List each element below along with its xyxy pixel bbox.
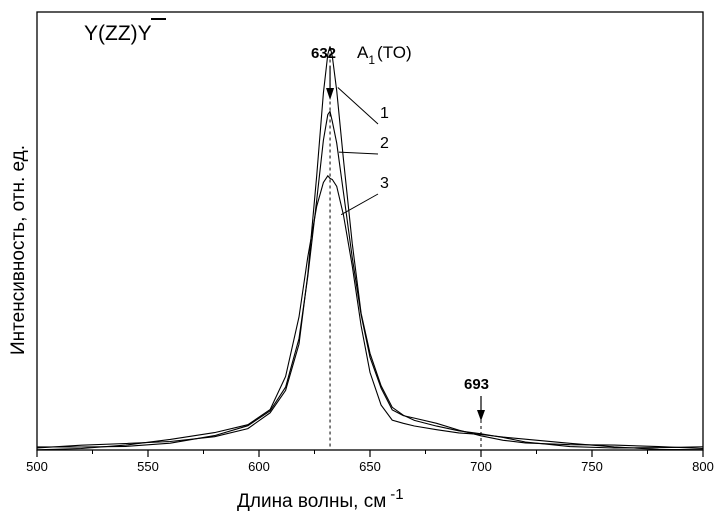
main-peak-arrow-head <box>326 88 335 100</box>
main-peak-arrow <box>326 47 335 450</box>
x-tick-label: 800 <box>692 459 714 474</box>
x-tick-label: 600 <box>248 459 270 474</box>
title-prefix: Y(ZZ) <box>84 22 138 45</box>
series-label-1: 1 <box>380 105 389 122</box>
x-tick-label: 650 <box>359 459 381 474</box>
y-axis-label: Интенсивность, отн. ед. <box>8 145 29 355</box>
series-leader-3 <box>340 193 379 216</box>
secondary-peak-arrow-head <box>477 410 485 421</box>
x-tick-label: 550 <box>137 459 159 474</box>
series-line-2 <box>36 110 704 450</box>
series-layer <box>36 46 704 451</box>
main-peak-value: 632 <box>311 45 336 62</box>
secondary-peak-arrow <box>477 396 485 450</box>
main-peak-mode-suffix: (TO) <box>377 43 412 62</box>
x-tick-label: 500 <box>26 459 48 474</box>
chart-title: Y(ZZ)Y <box>84 22 152 45</box>
x-axis-ticks: 500 550 600 650 700 750 800 <box>26 450 714 474</box>
x-axis-label-exponent: -1 <box>390 486 403 503</box>
series-leader-2 <box>338 151 379 155</box>
series-line-1 <box>36 46 704 449</box>
series-labels: 1 2 3 <box>337 87 389 216</box>
x-tick-label: 700 <box>470 459 492 474</box>
series-leader-1 <box>337 87 379 125</box>
x-tick-label: 750 <box>581 459 603 474</box>
main-peak-mode-subscript: 1 <box>368 53 375 67</box>
x-axis-label-text: Длина волны, см <box>237 491 386 512</box>
series-label-2: 2 <box>380 135 389 152</box>
plot-frame <box>36 11 704 451</box>
main-peak-mode-letter: A <box>357 43 369 62</box>
plot-area <box>36 11 704 451</box>
series-line-3 <box>36 174 704 451</box>
title-overbar-letter: Y <box>138 22 152 45</box>
main-peak-mode: A1 (TO) <box>357 43 412 67</box>
secondary-peak-value: 693 <box>464 376 489 393</box>
series-label-3: 3 <box>380 175 389 192</box>
x-axis-label: Длина волны, см -1 <box>237 486 404 512</box>
